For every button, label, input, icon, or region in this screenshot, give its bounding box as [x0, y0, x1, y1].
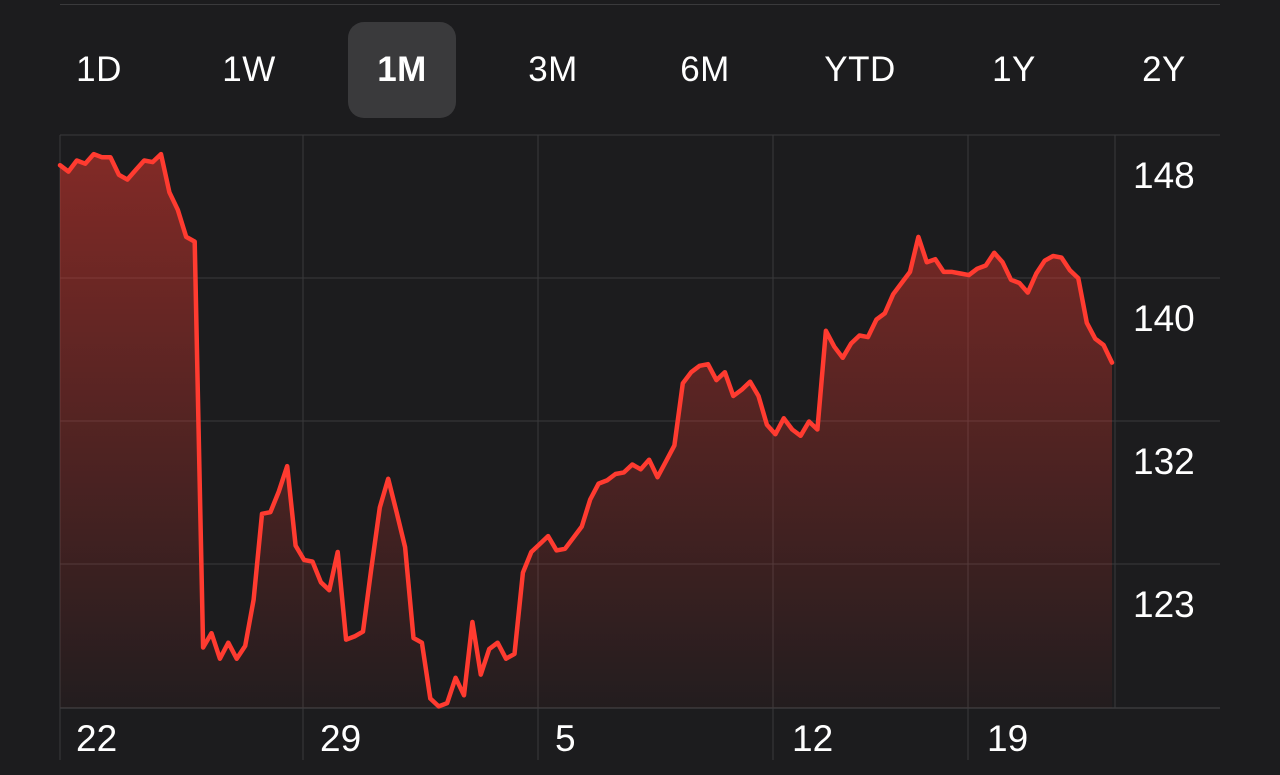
y-tick-label: 148: [1133, 155, 1195, 196]
price-area-fill: [60, 154, 1112, 709]
x-tick-label: 12: [792, 718, 833, 759]
range-tab-2y[interactable]: 2Y: [1142, 50, 1186, 89]
range-tab-1d[interactable]: 1D: [76, 50, 122, 89]
x-tick-label: 22: [76, 718, 117, 759]
price-line: [57, 151, 1115, 709]
range-tab-1y[interactable]: 1Y: [992, 50, 1036, 89]
x-tick-label: 29: [320, 718, 361, 759]
range-tab-1m[interactable]: 1M: [348, 22, 456, 118]
range-tab-ytd[interactable]: YTD: [824, 50, 896, 89]
range-tab-1w[interactable]: 1W: [222, 50, 276, 89]
y-tick-label: 132: [1133, 441, 1195, 482]
range-tab-3m[interactable]: 3M: [528, 50, 578, 89]
x-axis-labels: 22 29 5 12 19: [76, 718, 1028, 759]
time-range-selector: 1D 1W 1M 3M 6M YTD 1Y 2Y: [24, 22, 1256, 118]
top-divider: [60, 4, 1220, 5]
range-tab-6m[interactable]: 6M: [680, 50, 730, 89]
y-tick-label: 123: [1133, 584, 1195, 625]
y-tick-label: 140: [1133, 298, 1195, 339]
y-axis-labels: 148 140 132 123: [1133, 155, 1195, 625]
x-tick-label: 19: [987, 718, 1028, 759]
x-tick-label: 5: [555, 718, 576, 759]
